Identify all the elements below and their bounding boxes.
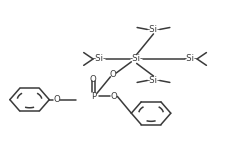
Text: -Si-: -Si- xyxy=(146,76,160,85)
Text: -Si-: -Si- xyxy=(146,25,160,34)
Text: P: P xyxy=(91,92,96,101)
Text: -Si-: -Si- xyxy=(92,54,106,63)
Text: O: O xyxy=(110,70,117,79)
Text: O: O xyxy=(53,95,60,104)
Text: O: O xyxy=(110,92,117,101)
Text: -Si-: -Si- xyxy=(184,54,198,63)
Text: O: O xyxy=(90,75,97,84)
Text: -Si-: -Si- xyxy=(129,54,144,63)
